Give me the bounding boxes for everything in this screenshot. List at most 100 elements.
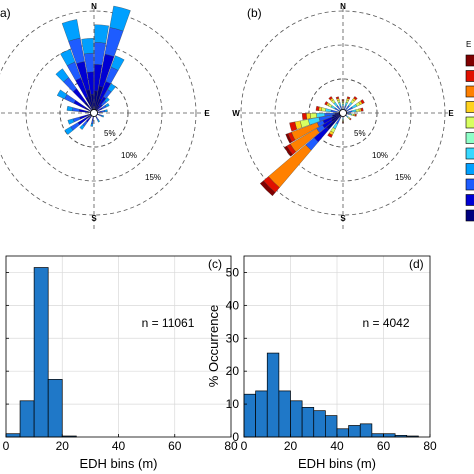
rose-a-label-e: E bbox=[204, 109, 210, 118]
hist-d-ytick-label: 0 bbox=[232, 430, 239, 444]
rose-b-wedge-segment bbox=[325, 108, 332, 113]
rose-b-center-dot bbox=[339, 109, 347, 117]
rose-b-wedge-segment bbox=[284, 145, 293, 157]
panel-tag-b: (b) bbox=[247, 6, 262, 20]
rose-b-wedge-segment bbox=[289, 121, 298, 132]
hist-d-ytick-label: 10 bbox=[226, 397, 240, 411]
rose-b-label-w: W bbox=[232, 109, 240, 118]
rose-b-wedge-segment bbox=[342, 117, 344, 120]
rose-b-wedge-segment bbox=[335, 96, 340, 100]
hist-c-bar bbox=[33, 267, 49, 438]
rose-a-wedge-segment bbox=[72, 107, 80, 112]
hist-d-xtick-label: 80 bbox=[423, 439, 437, 453]
rose-b-label-e: E bbox=[448, 109, 454, 118]
rose-b-wedge-segment bbox=[349, 118, 352, 121]
rose-b-wedge-segment bbox=[360, 107, 364, 112]
hist-d-bar bbox=[359, 423, 373, 438]
rose-b-wedge-segment bbox=[285, 133, 293, 144]
hist-d-bar bbox=[348, 425, 361, 438]
rose-a-wedge-segment bbox=[101, 114, 105, 118]
rose-b-wedge-segment bbox=[321, 107, 327, 112]
rose-a-wedge-segment bbox=[61, 19, 81, 42]
rose-b-wedge-segment bbox=[354, 113, 357, 117]
hist-c-xlabel: EDH bins (m) bbox=[79, 456, 157, 471]
rose-a-wedge-segment bbox=[110, 55, 125, 71]
rose-b-wedge-segment bbox=[351, 109, 357, 113]
rose-plot-a: N E S 5% 10% 15% a) bbox=[0, 2, 210, 232]
rose-a-wedge-segment bbox=[90, 123, 94, 127]
rose-b-ring-15: 15% bbox=[395, 173, 411, 182]
hist-d-ytick-label: 30 bbox=[226, 331, 240, 345]
histogram-c: 0 20 40 60 80 EDH bins (m) (c) n = 11061 bbox=[3, 255, 238, 471]
rose-a-wedge-segment bbox=[104, 103, 110, 108]
rose-b-wedge-segment bbox=[306, 113, 311, 120]
hist-d-bar bbox=[336, 428, 349, 438]
legend-swatch bbox=[465, 70, 474, 82]
rose-a-wedge-segment bbox=[67, 118, 75, 125]
hist-d-bar bbox=[243, 393, 256, 438]
hist-c-n-label: n = 11061 bbox=[142, 316, 195, 330]
rose-b-wedge-segment bbox=[346, 96, 351, 100]
rose-a-wedge-segment bbox=[107, 83, 116, 93]
rose-a-wedge-segment bbox=[56, 89, 68, 100]
rose-a-label-n: N bbox=[91, 2, 97, 11]
rose-b-wedge-segment bbox=[360, 99, 365, 105]
legend-swatch bbox=[465, 101, 474, 113]
panel-tag-a: a) bbox=[0, 6, 11, 20]
rose-a-wedge-segment bbox=[79, 124, 85, 130]
rose-b-wedge-segment bbox=[348, 113, 352, 116]
rose-b-wedge-segment bbox=[330, 109, 338, 113]
rose-b-wedge-segment bbox=[327, 132, 333, 138]
rose-a-ring-10: 10% bbox=[121, 151, 137, 160]
hist-c-xtick-label: 40 bbox=[112, 439, 126, 453]
rose-a-wedge-segment bbox=[66, 105, 74, 112]
rose-a-center-dot bbox=[90, 109, 98, 117]
rose-a-wedge-segment bbox=[94, 24, 109, 44]
legend-swatch bbox=[465, 209, 474, 222]
hist-d-bar bbox=[325, 415, 338, 438]
rose-b-wedge-segment bbox=[324, 101, 329, 106]
hist-c-xtick-label: 80 bbox=[224, 439, 238, 453]
rose-a-wedge-segment bbox=[55, 68, 69, 83]
rose-a-wedge-segment bbox=[78, 109, 88, 113]
panel-tag-d: (d) bbox=[409, 257, 424, 271]
hist-d-n-label: n = 4042 bbox=[362, 316, 409, 330]
hist-d-ytick-label: 20 bbox=[226, 364, 240, 378]
hist-c-bar bbox=[19, 400, 35, 438]
hist-d-xtick-label: 60 bbox=[377, 439, 391, 453]
rose-b-wedge-segment bbox=[355, 108, 360, 112]
rose-a-wedge-segment bbox=[60, 49, 76, 66]
rose-b-wedge-segment bbox=[328, 96, 333, 101]
hist-c-bar bbox=[47, 379, 63, 438]
rose-color-legend: E bbox=[465, 40, 474, 222]
rose-b-ring-10: 10% bbox=[372, 151, 388, 160]
rose-a-wedge-segment bbox=[91, 116, 94, 121]
hist-d-bar bbox=[383, 433, 396, 438]
rose-a-wedge-segment bbox=[104, 97, 110, 103]
rose-a-wedge-segment bbox=[64, 126, 74, 135]
hist-d-ylabel: % Occurrence bbox=[206, 305, 221, 387]
hist-d-ytick-label: 50 bbox=[226, 265, 240, 279]
hist-d-bar bbox=[313, 410, 326, 438]
hist-d-xlabel: EDH bins (m) bbox=[298, 456, 376, 471]
rose-plot-b: N W E S 5% 10% 15% (b) bbox=[232, 2, 454, 232]
legend-swatch bbox=[465, 163, 474, 175]
rose-a-ring-15: 15% bbox=[145, 173, 161, 182]
legend-swatch bbox=[465, 132, 474, 144]
legend-swatch bbox=[465, 147, 474, 160]
hist-d-bar bbox=[371, 433, 384, 438]
rose-a-label-s: S bbox=[91, 214, 97, 223]
rose-a-wedge-segment bbox=[72, 116, 81, 123]
rose-b-wedge-segment bbox=[302, 113, 307, 120]
hist-d-bar bbox=[255, 390, 268, 438]
legend-swatch bbox=[465, 116, 474, 129]
hist-c-xtick-label: 0 bbox=[3, 439, 10, 453]
legend-swatch bbox=[465, 85, 474, 98]
rose-a-wedge-segment bbox=[97, 110, 102, 113]
rose-a-ring-5: 5% bbox=[104, 129, 116, 138]
rose-b-wedge-segment bbox=[259, 180, 276, 197]
rose-b-ring-5: 5% bbox=[354, 129, 366, 138]
legend-swatch bbox=[465, 178, 474, 191]
rose-a-wedge-segment bbox=[97, 119, 101, 123]
